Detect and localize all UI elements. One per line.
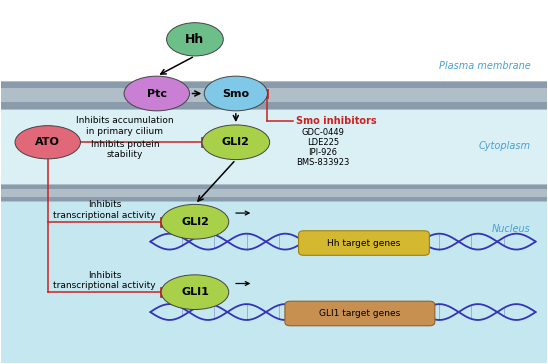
FancyBboxPatch shape — [2, 197, 546, 201]
Text: GLI2: GLI2 — [181, 217, 209, 227]
Text: Ptc: Ptc — [147, 88, 167, 99]
Text: Inhibits
transcriptional activity: Inhibits transcriptional activity — [53, 271, 156, 290]
Text: Smo inhibitors: Smo inhibitors — [296, 116, 376, 126]
Text: Hh: Hh — [185, 33, 204, 46]
Text: Plasma membrane: Plasma membrane — [438, 62, 530, 71]
Text: Inhibits
transcriptional activity: Inhibits transcriptional activity — [53, 201, 156, 220]
FancyBboxPatch shape — [2, 202, 546, 363]
FancyBboxPatch shape — [2, 82, 546, 88]
FancyBboxPatch shape — [2, 110, 546, 184]
Text: Hh target genes: Hh target genes — [327, 238, 401, 248]
Text: GDC-0449: GDC-0449 — [301, 128, 345, 136]
FancyBboxPatch shape — [285, 301, 435, 326]
Ellipse shape — [15, 126, 81, 159]
Text: GLI1: GLI1 — [181, 287, 209, 297]
Text: Cytoplasm: Cytoplasm — [478, 141, 530, 151]
Ellipse shape — [161, 275, 229, 309]
FancyBboxPatch shape — [2, 102, 546, 109]
Text: GLI2: GLI2 — [222, 137, 250, 147]
Ellipse shape — [204, 76, 267, 111]
Ellipse shape — [167, 23, 223, 56]
Text: Nucleus: Nucleus — [492, 224, 530, 234]
FancyBboxPatch shape — [299, 231, 430, 255]
FancyBboxPatch shape — [2, 184, 546, 202]
FancyBboxPatch shape — [2, 185, 546, 189]
Text: LDE225: LDE225 — [307, 138, 339, 147]
Ellipse shape — [161, 205, 229, 239]
FancyBboxPatch shape — [2, 1, 546, 81]
Text: Inhibits protein
stability: Inhibits protein stability — [90, 140, 159, 159]
FancyBboxPatch shape — [2, 81, 546, 110]
Text: Smo: Smo — [222, 88, 249, 99]
Ellipse shape — [124, 76, 190, 111]
Text: BMS-833923: BMS-833923 — [296, 158, 350, 167]
Ellipse shape — [202, 125, 270, 159]
Text: Inhibits accumulation
in primary cilium: Inhibits accumulation in primary cilium — [76, 116, 174, 136]
Text: ATO: ATO — [35, 137, 60, 147]
Text: IPI-926: IPI-926 — [309, 148, 338, 157]
Text: GLI1 target genes: GLI1 target genes — [319, 309, 401, 318]
